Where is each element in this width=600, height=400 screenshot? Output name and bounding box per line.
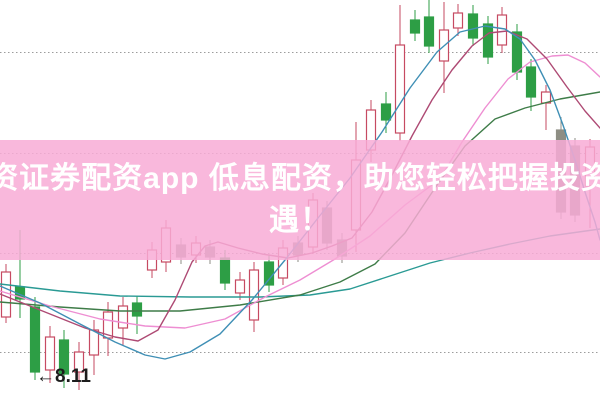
low-price-annotation: ←8.11 (36, 366, 91, 387)
